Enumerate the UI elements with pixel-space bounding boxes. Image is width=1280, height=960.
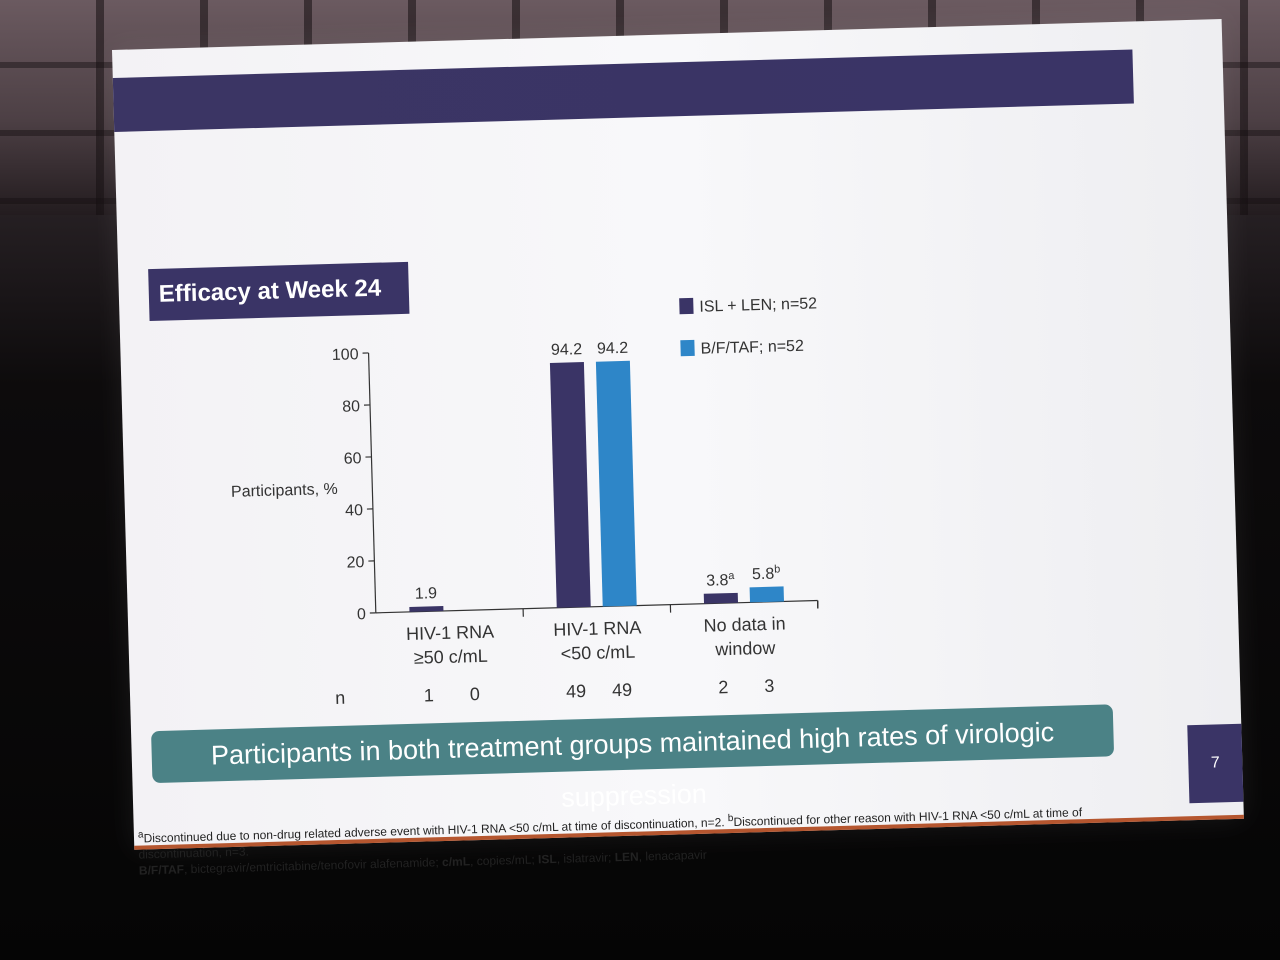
- x-category-label-line1: HIV-1 RNA: [406, 622, 495, 644]
- x-category-label-line2: <50 c/mL: [560, 642, 635, 664]
- n-value: 3: [764, 676, 775, 696]
- y-tick-label: 0: [357, 606, 366, 623]
- bar-data-label: 3.8a: [706, 570, 736, 590]
- bar-bftaf: [749, 586, 784, 603]
- x-category-label-line2: window: [714, 638, 777, 660]
- n-row-label: n: [335, 688, 346, 708]
- legend-swatch-isl-len: [679, 297, 694, 315]
- x-category-label-line1: No data in: [703, 613, 786, 635]
- abbr-term-bftaf: B/F/TAF: [138, 862, 185, 878]
- x-category-label-line1: HIV-1 RNA: [553, 617, 642, 639]
- n-value: 0: [470, 684, 481, 704]
- abbr-def-cml: , copies/mL;: [469, 852, 539, 869]
- n-value: 49: [612, 680, 633, 701]
- legend-swatch-bftaf: [680, 339, 695, 357]
- abbr-term-len: LEN: [614, 849, 639, 865]
- n-value: 49: [566, 681, 587, 702]
- slide: Efficacy at Week 24 0 20 40 60 80 100 Particip…: [112, 19, 1244, 878]
- legend-label: ISL + LEN; n=52: [699, 295, 817, 315]
- bar-data-label: 94.2: [551, 341, 583, 359]
- y-tick-label: 40: [345, 502, 363, 519]
- y-axis-line: [367, 352, 377, 613]
- page-number: 7: [1187, 723, 1244, 804]
- y-axis-label: Participants, %: [231, 481, 338, 501]
- y-tick-label: 20: [346, 554, 364, 571]
- bar-bftaf: [595, 360, 637, 607]
- y-tick-label: 80: [342, 398, 360, 415]
- legend-label: B/F/TAF; n=52: [700, 338, 804, 358]
- bar-isl-len: [703, 592, 739, 604]
- abbr-def-len: , lenacapavir: [638, 847, 707, 864]
- bar-data-label-superscript: b: [774, 563, 780, 575]
- bar-isl-len: [549, 362, 591, 608]
- abbr-def-isl: , islatravir;: [556, 850, 615, 866]
- bar-data-label: 1.9: [415, 585, 438, 603]
- x-axis-line: [375, 599, 818, 614]
- bar-data-label: 94.2: [597, 340, 629, 358]
- bar-isl-len: [409, 606, 444, 612]
- bar-data-label: 5.8b: [752, 563, 781, 583]
- x-category-label-line2: ≥50 c/mL: [414, 646, 488, 668]
- abbr-term-cml: c/mL: [441, 854, 471, 870]
- abbr-term-isl: ISL: [537, 851, 557, 867]
- n-value: 2: [718, 677, 729, 697]
- n-value: 1: [424, 685, 435, 705]
- y-tick-label: 100: [332, 346, 359, 364]
- bar-data-label-superscript: a: [728, 570, 735, 582]
- y-tick-label: 60: [343, 450, 361, 467]
